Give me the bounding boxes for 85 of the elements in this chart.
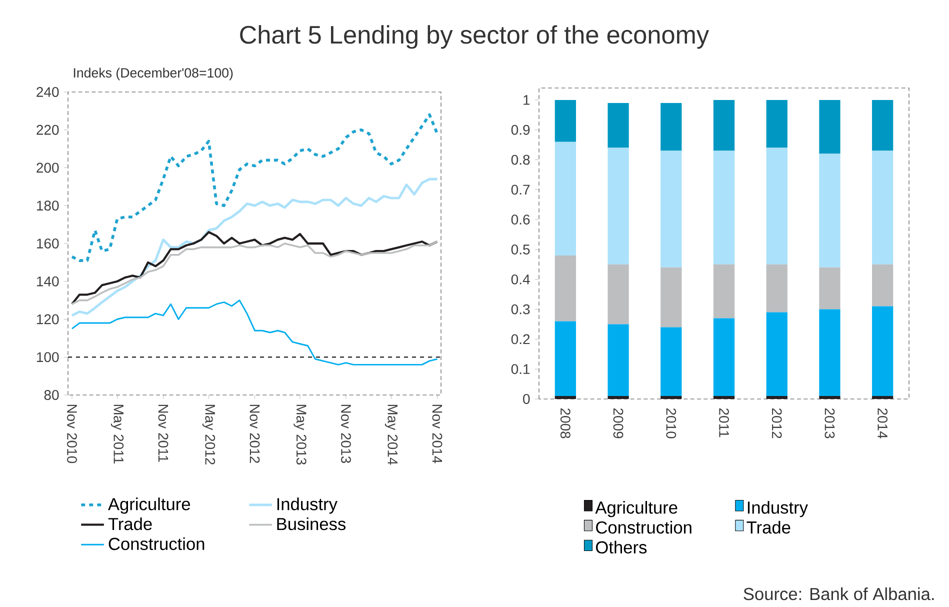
- y-axis-title: Indeks (December'08=100): [74, 68, 233, 80]
- bar: [660, 102, 682, 151]
- bar: [608, 324, 629, 396]
- line-series: [70, 178, 438, 317]
- legend-label: Trade: [108, 517, 152, 530]
- y-tick-label: 0.3: [511, 304, 530, 314]
- legend-label: Construction: [596, 520, 692, 534]
- y-tick-label: 1: [524, 95, 530, 105]
- bar: [713, 264, 735, 318]
- bar: [608, 148, 629, 264]
- bar: [819, 309, 840, 396]
- legend-label: Business: [277, 517, 346, 530]
- x-tick-label: Nov 2012: [250, 404, 260, 463]
- chart-title: Chart 5 Lending by sector of the economy: [240, 25, 710, 49]
- x-tick-label: 2014: [878, 408, 888, 438]
- y-tick-label: 0.4: [511, 274, 530, 284]
- bar: [819, 396, 840, 399]
- x-tick-label: Nov 2014: [432, 404, 442, 464]
- x-tick-label: May 2011: [110, 404, 124, 464]
- legend-label: Others: [596, 540, 647, 554]
- y-tick-label: 180: [37, 200, 59, 211]
- y-tick-label: 0.7: [511, 184, 530, 195]
- legend-label: Agriculture: [595, 501, 678, 518]
- y-tick-label: 100: [37, 352, 59, 362]
- bar: [660, 327, 682, 396]
- bar: [872, 396, 894, 399]
- bar: [554, 100, 576, 142]
- x-tick-label: 2012: [772, 408, 782, 438]
- bar: [872, 100, 894, 151]
- bar: [766, 100, 788, 148]
- bar: [713, 396, 735, 399]
- y-tick-label: 0.5: [511, 244, 530, 254]
- x-tick-label: 2011: [719, 408, 729, 438]
- y-tick-label: 0.2: [511, 334, 530, 344]
- x-tick-label: May 2012: [202, 404, 216, 464]
- y-tick-label: 240: [36, 87, 59, 97]
- bar: [713, 150, 735, 264]
- bar: [713, 318, 735, 396]
- legend-label: Industry: [277, 498, 338, 514]
- bar: [713, 100, 735, 151]
- legend-label: Trade: [746, 520, 790, 534]
- legend-label: Industry: [748, 501, 808, 518]
- bar: [872, 306, 894, 396]
- y-tick-label: 80: [44, 390, 59, 400]
- x-tick-label: Nov 2011: [158, 404, 168, 462]
- bar: [766, 396, 788, 399]
- source-note: Source: Bank of Albania.: [744, 587, 934, 600]
- bar: [608, 264, 629, 324]
- bar: [660, 150, 682, 268]
- legend-label: Construction: [108, 537, 204, 550]
- bar: [554, 396, 576, 399]
- y-tick-label: 0.6: [511, 214, 530, 225]
- bar: [554, 255, 576, 322]
- y-tick-label: 0.9: [511, 124, 530, 135]
- bar: [766, 148, 788, 264]
- x-tick-label: 2008: [560, 408, 570, 438]
- bar: [554, 142, 576, 256]
- bar: [872, 150, 894, 264]
- x-tick-label: 2013: [824, 408, 835, 438]
- x-tick-label: Nov 2013: [341, 404, 351, 464]
- x-tick-label: Nov 2010: [67, 404, 77, 464]
- bar: [660, 396, 682, 399]
- bar: [608, 396, 629, 399]
- y-tick-label: 220: [36, 124, 59, 135]
- y-tick-label: 140: [37, 276, 59, 286]
- legend-label: Agriculture: [108, 498, 190, 514]
- y-tick-label: 0.1: [511, 364, 530, 374]
- x-tick-label: 2010: [666, 408, 676, 438]
- bar: [872, 264, 894, 306]
- y-tick-label: 120: [37, 314, 59, 324]
- bar: [554, 321, 576, 396]
- bar: [766, 264, 788, 312]
- bar: [660, 267, 682, 328]
- bar: [608, 102, 629, 148]
- bar: [766, 312, 788, 396]
- bar: [819, 154, 840, 268]
- bar: [819, 267, 840, 310]
- y-tick-label: 200: [36, 162, 59, 173]
- y-tick-label: 0.8: [511, 154, 530, 165]
- x-tick-label: May 2014: [384, 404, 398, 465]
- x-tick-label: May 2013: [294, 404, 306, 465]
- bar: [819, 100, 840, 154]
- y-tick-label: 160: [37, 238, 59, 248]
- x-tick-label: 2009: [613, 408, 624, 438]
- y-tick-label: 0: [523, 394, 530, 404]
